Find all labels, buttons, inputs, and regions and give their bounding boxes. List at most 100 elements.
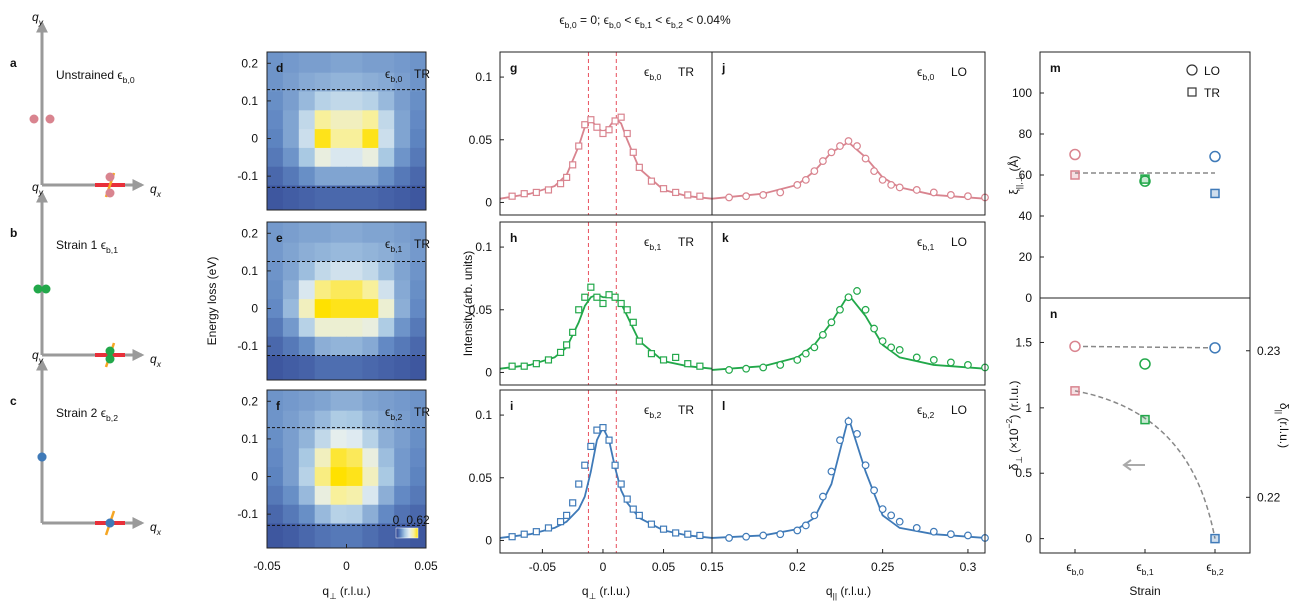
y-tick-label: 0 bbox=[251, 470, 258, 484]
heat-cell bbox=[394, 222, 411, 244]
heat-cell bbox=[330, 299, 347, 319]
heat-cell bbox=[362, 448, 379, 468]
data-point bbox=[520, 530, 528, 538]
heat-cell bbox=[330, 166, 347, 187]
data-point bbox=[659, 185, 668, 193]
heat-cell bbox=[410, 110, 427, 130]
y-tick-label: 0 bbox=[1025, 291, 1032, 305]
text-part: b,0 bbox=[609, 20, 621, 30]
heat-cell bbox=[410, 280, 427, 300]
heat-cell bbox=[394, 242, 411, 262]
heat-cell bbox=[346, 299, 363, 319]
heat-cell bbox=[330, 429, 347, 449]
heat-cell bbox=[346, 185, 363, 211]
heat-cell bbox=[378, 448, 395, 468]
data-point bbox=[635, 511, 643, 519]
data-point bbox=[742, 364, 751, 373]
heat-cell bbox=[346, 280, 363, 300]
heat-cell bbox=[298, 91, 316, 111]
data-point bbox=[793, 526, 802, 535]
data-point bbox=[1210, 533, 1220, 544]
plot-frame bbox=[266, 51, 427, 211]
heat-cell bbox=[298, 110, 316, 130]
heat-cell bbox=[298, 390, 316, 412]
y-tick-label: 40 bbox=[1019, 209, 1033, 223]
heat-cell bbox=[330, 147, 347, 168]
heat-cell bbox=[362, 317, 379, 338]
heat-cell bbox=[410, 166, 427, 187]
peak-dot bbox=[105, 354, 115, 364]
text-part: Unstrained ϵ bbox=[56, 68, 123, 82]
heat-cell bbox=[267, 485, 284, 506]
heat-cell bbox=[410, 299, 427, 319]
text-part: b,2 bbox=[106, 413, 118, 423]
data-point bbox=[532, 528, 540, 536]
panel-label: Unstrained ϵb,0 bbox=[56, 68, 135, 85]
data-point bbox=[776, 188, 785, 197]
panel-letter: j bbox=[721, 61, 725, 75]
fit-line bbox=[711, 293, 986, 371]
data-point bbox=[575, 306, 583, 314]
data-point bbox=[587, 283, 595, 291]
heat-cell bbox=[394, 110, 411, 130]
heat-cell bbox=[346, 242, 363, 262]
data-point bbox=[895, 183, 904, 192]
text-part: ) (r.l.u.) bbox=[1007, 381, 1021, 419]
y-tick-label: 0 bbox=[251, 302, 258, 316]
data-point bbox=[853, 287, 861, 295]
panel-letter: k bbox=[722, 231, 729, 245]
heat-cell bbox=[314, 355, 332, 381]
data-point bbox=[801, 349, 810, 358]
data-point bbox=[964, 361, 972, 369]
data-point bbox=[696, 362, 704, 370]
panel-tag: TR bbox=[678, 65, 694, 79]
data-point bbox=[684, 530, 692, 538]
text-part: ϵ bbox=[917, 403, 922, 417]
heat-cell bbox=[298, 467, 316, 487]
y-tick-label: 0.05 bbox=[469, 303, 493, 317]
y-axis-label: δ⊥ (×10−2) (r.l.u.) bbox=[1004, 381, 1024, 471]
heat-cell bbox=[410, 147, 427, 168]
x-axis-label: Strain bbox=[1129, 584, 1160, 598]
y-axis-label: ξ||,⊥ (Å) bbox=[1006, 155, 1024, 194]
panel-label: ϵb,1 bbox=[385, 237, 403, 254]
heat-cell bbox=[394, 355, 411, 381]
peak-dot bbox=[105, 172, 115, 182]
heat-cell bbox=[394, 448, 411, 468]
data-point bbox=[581, 293, 589, 301]
heat-cell bbox=[362, 429, 379, 449]
data-point bbox=[647, 177, 656, 185]
y-tick-label: 0.1 bbox=[475, 70, 492, 84]
panel-letter: h bbox=[510, 231, 517, 245]
data-point bbox=[623, 495, 631, 503]
text-part: (Å) bbox=[1006, 155, 1021, 174]
heat-cell bbox=[267, 390, 284, 412]
data-point bbox=[532, 360, 540, 368]
data-point bbox=[810, 343, 819, 352]
text-part: (r.l.u.) bbox=[596, 584, 630, 598]
heat-cell bbox=[267, 429, 284, 449]
panel-tag: TR bbox=[414, 405, 430, 419]
heat-cell bbox=[394, 147, 411, 168]
peak-dot bbox=[105, 346, 115, 356]
heat-cell bbox=[346, 72, 363, 92]
heat-cell bbox=[346, 129, 363, 149]
text-part: ϵ bbox=[385, 237, 390, 251]
data-point bbox=[635, 163, 643, 171]
text-part: q bbox=[150, 352, 157, 366]
heat-cell bbox=[378, 485, 395, 506]
text-part: ϵ bbox=[1136, 560, 1141, 574]
y-tick-label: 0 bbox=[485, 533, 492, 547]
heat-cell bbox=[362, 185, 379, 211]
data-point bbox=[629, 148, 637, 156]
text-part: ⊥ bbox=[589, 591, 597, 601]
y-tick-label: 0.2 bbox=[241, 226, 258, 240]
heat-cell bbox=[314, 299, 332, 319]
panel-tag: LO bbox=[951, 403, 967, 417]
heat-cell bbox=[314, 280, 332, 300]
data-point bbox=[853, 142, 861, 150]
heat-cell bbox=[330, 222, 347, 244]
data-point bbox=[895, 517, 904, 526]
text-part: q bbox=[32, 180, 39, 194]
heat-cell bbox=[267, 317, 284, 338]
